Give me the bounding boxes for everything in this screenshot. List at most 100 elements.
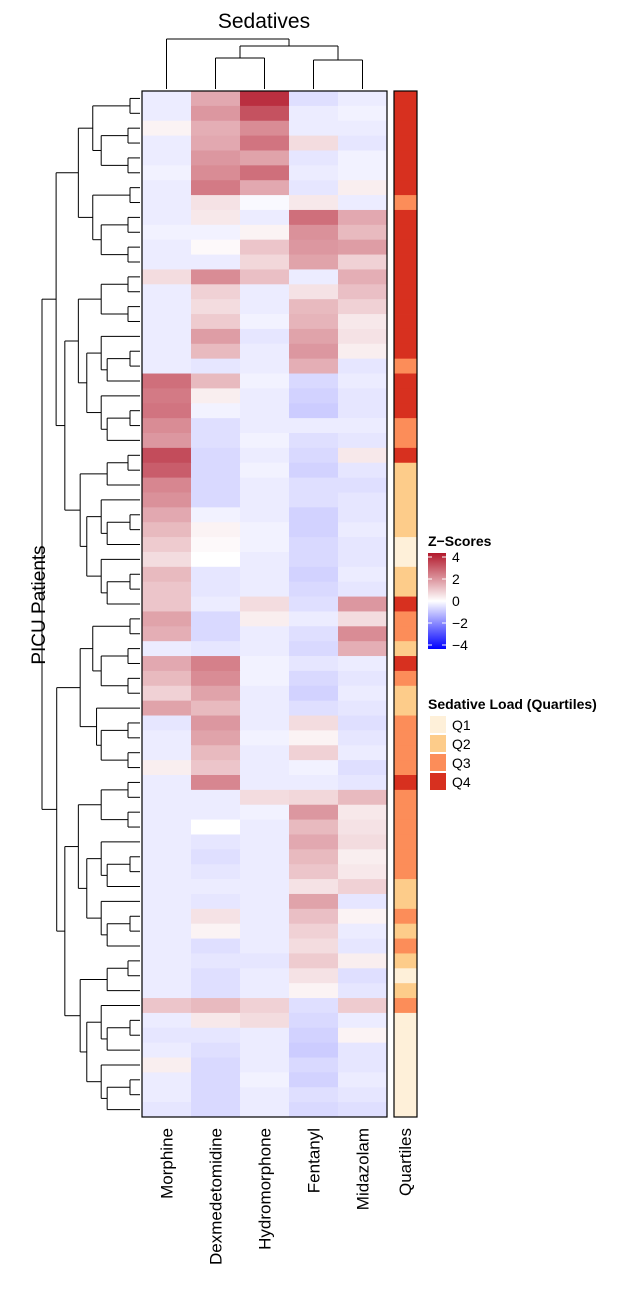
heatmap-cell xyxy=(338,1012,388,1029)
column-label: Hydromorphone xyxy=(256,1128,275,1250)
heatmap-cell xyxy=(142,566,192,583)
quartile-cell xyxy=(394,864,417,880)
heatmap-cell xyxy=(289,596,339,612)
heatmap-cell xyxy=(338,239,388,255)
column-label: Dexmedetomidine xyxy=(207,1128,226,1265)
heatmap-cell xyxy=(191,418,241,434)
heatmap-cell xyxy=(191,700,241,716)
heatmap-cell xyxy=(142,358,192,374)
quartile-cell xyxy=(394,581,417,597)
heatmap-cell xyxy=(338,908,388,925)
quartile-cell xyxy=(394,819,417,835)
heatmap-cell xyxy=(240,314,290,330)
heatmap-cell xyxy=(240,135,290,151)
heatmap-cell xyxy=(289,566,339,583)
heatmap-cell xyxy=(240,804,290,821)
annotation-column-label: Quartiles xyxy=(396,1128,415,1196)
heatmap-cell xyxy=(338,299,388,315)
quartile-cell xyxy=(394,611,417,627)
heatmap-cell xyxy=(191,492,241,508)
heatmap-cell xyxy=(142,715,192,731)
heatmap-cell xyxy=(191,299,241,315)
heatmap-cell xyxy=(289,923,339,939)
heatmap-cell xyxy=(289,269,339,285)
heatmap-cell xyxy=(191,195,241,211)
row-dendrogram xyxy=(41,97,140,1111)
heatmap-cell xyxy=(142,507,192,523)
heatmap-cell xyxy=(191,91,241,107)
heatmap-cell xyxy=(191,611,241,627)
heatmap-cell xyxy=(289,730,339,746)
heatmap-cell xyxy=(191,968,241,984)
quartile-cell xyxy=(394,462,417,479)
heatmap-cell xyxy=(289,418,339,434)
heatmap-cell xyxy=(142,537,192,553)
heatmap-cell xyxy=(142,1072,192,1088)
heatmap-cell xyxy=(142,254,192,270)
heatmap-cell xyxy=(289,284,339,300)
heatmap-cell xyxy=(240,195,290,211)
heatmap-cell xyxy=(191,165,241,181)
quartile-cell xyxy=(394,314,417,330)
heatmap-cell xyxy=(142,418,192,434)
heatmap-cell xyxy=(191,938,241,954)
heatmap-cell xyxy=(191,180,241,196)
quartile-cell xyxy=(394,522,417,538)
heatmap-cell xyxy=(289,789,339,806)
quartile-cell xyxy=(394,804,417,821)
quartile-cell xyxy=(394,150,417,166)
heatmap-cell xyxy=(338,537,388,553)
heatmap-cell xyxy=(338,641,388,657)
heatmap-cell xyxy=(338,343,388,360)
heatmap-cell xyxy=(191,745,241,761)
heatmap-cell xyxy=(191,284,241,300)
heatmap-cell xyxy=(289,745,339,761)
heatmap-cell xyxy=(191,358,241,374)
heatmap-cell xyxy=(142,135,192,151)
quartile-cell xyxy=(394,596,417,612)
quartile-cell xyxy=(394,938,417,954)
heatmap-cell xyxy=(240,343,290,360)
quartile-cell xyxy=(394,165,417,181)
heatmap-cell xyxy=(289,998,339,1014)
heatmap-cell xyxy=(142,611,192,627)
quartile-legend-label: Q1 xyxy=(452,717,471,733)
heatmap-cell xyxy=(142,656,192,672)
heatmap-cell xyxy=(240,1027,290,1044)
quartile-cell xyxy=(394,373,417,389)
quartile-cell xyxy=(394,730,417,746)
heatmap-cell xyxy=(338,91,388,107)
heatmap-cell xyxy=(142,269,192,285)
heatmap-cell xyxy=(338,819,388,835)
quartile-legend-swatch xyxy=(430,716,446,733)
heatmap-cell xyxy=(338,314,388,330)
heatmap-cell xyxy=(338,715,388,731)
heatmap-cell xyxy=(240,566,290,583)
heatmap-cell xyxy=(240,596,290,612)
column-label: Morphine xyxy=(158,1128,177,1199)
heatmap-cell xyxy=(191,715,241,731)
heatmap-cell xyxy=(191,581,241,597)
heatmap-cell xyxy=(338,1102,388,1118)
heatmap-cell xyxy=(289,1042,339,1058)
heatmap-cell xyxy=(240,938,290,954)
heatmap-cell xyxy=(240,403,290,419)
heatmap-cell xyxy=(338,1057,388,1073)
quartile-cell xyxy=(394,105,417,122)
heatmap-cell xyxy=(289,492,339,508)
heatmap-cell xyxy=(240,864,290,880)
heatmap-cell xyxy=(338,522,388,538)
heatmap-cell xyxy=(142,908,192,925)
heatmap-cell xyxy=(191,849,241,865)
heatmap-cell xyxy=(191,477,241,493)
heatmap-cell xyxy=(191,670,241,687)
heatmap-cell xyxy=(191,1102,241,1118)
quartile-cell xyxy=(394,507,417,523)
heatmap-cell xyxy=(142,299,192,315)
quartile-cell xyxy=(394,195,417,211)
quartile-cell xyxy=(394,893,417,910)
heatmap-cell xyxy=(142,1102,192,1118)
heatmap-cell xyxy=(240,760,290,776)
heatmap-cell xyxy=(289,477,339,493)
heatmap-cell xyxy=(338,254,388,270)
